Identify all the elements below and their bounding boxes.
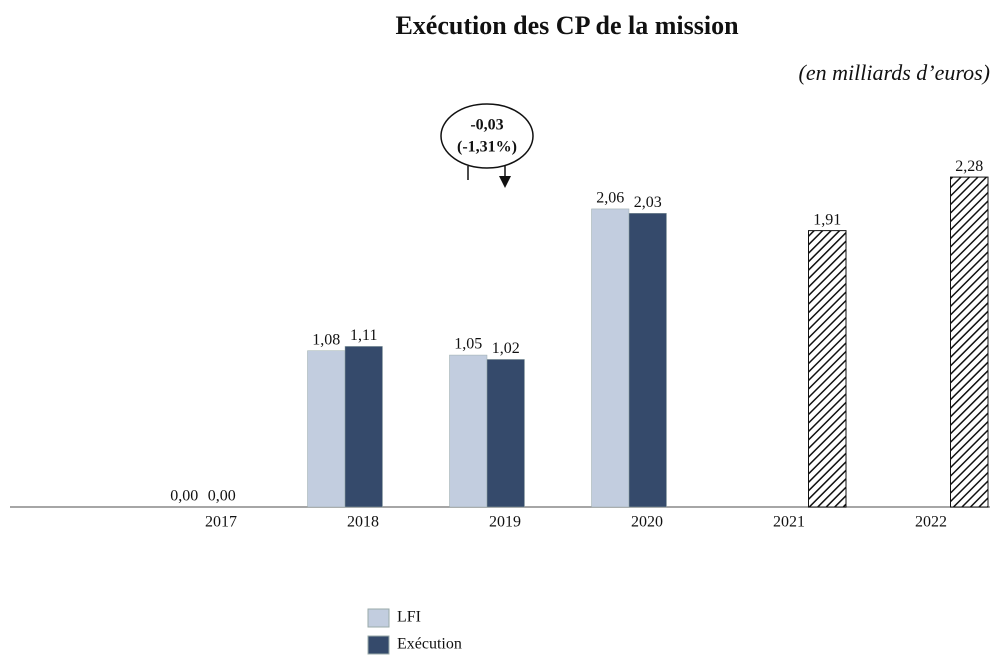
x-tick-label: 2019: [489, 514, 521, 531]
x-tick-label: 2017: [205, 514, 237, 531]
value-label: 1,02: [492, 340, 520, 357]
value-label: 1,08: [312, 331, 340, 348]
bar: [344, 346, 383, 508]
bar: [950, 176, 989, 508]
legend-swatch: [367, 608, 390, 628]
value-label: 2,28: [955, 158, 983, 175]
chart-subtitle: (en milliards d’euros): [799, 60, 990, 85]
value-label: 1,11: [350, 327, 377, 344]
legend-swatch: [367, 635, 390, 655]
legend-label: Exécution: [397, 636, 462, 653]
bar: [628, 213, 667, 508]
bar: [591, 208, 630, 508]
annotation-bubble: [440, 103, 534, 169]
x-tick-label: 2020: [631, 514, 663, 531]
value-label: 0,00: [208, 488, 236, 505]
bar: [486, 359, 525, 508]
value-label: 0,00: [170, 488, 198, 505]
value-label: 2,03: [634, 194, 662, 211]
annotation-text: (-1,31%): [457, 139, 517, 156]
value-label: 1,91: [813, 211, 841, 228]
bar: [449, 354, 488, 508]
annotation-text: -0,03: [470, 117, 503, 134]
x-tick-label: 2021: [773, 514, 805, 531]
x-tick-label: 2018: [347, 514, 379, 531]
bar: [808, 230, 847, 508]
value-label: 1,05: [454, 336, 482, 353]
chart-title: Exécution des CP de la mission: [395, 11, 739, 40]
value-label: 2,06: [596, 190, 624, 207]
legend-label: LFI: [397, 609, 421, 626]
bar: [307, 350, 346, 508]
x-tick-label: 2022: [915, 514, 947, 531]
